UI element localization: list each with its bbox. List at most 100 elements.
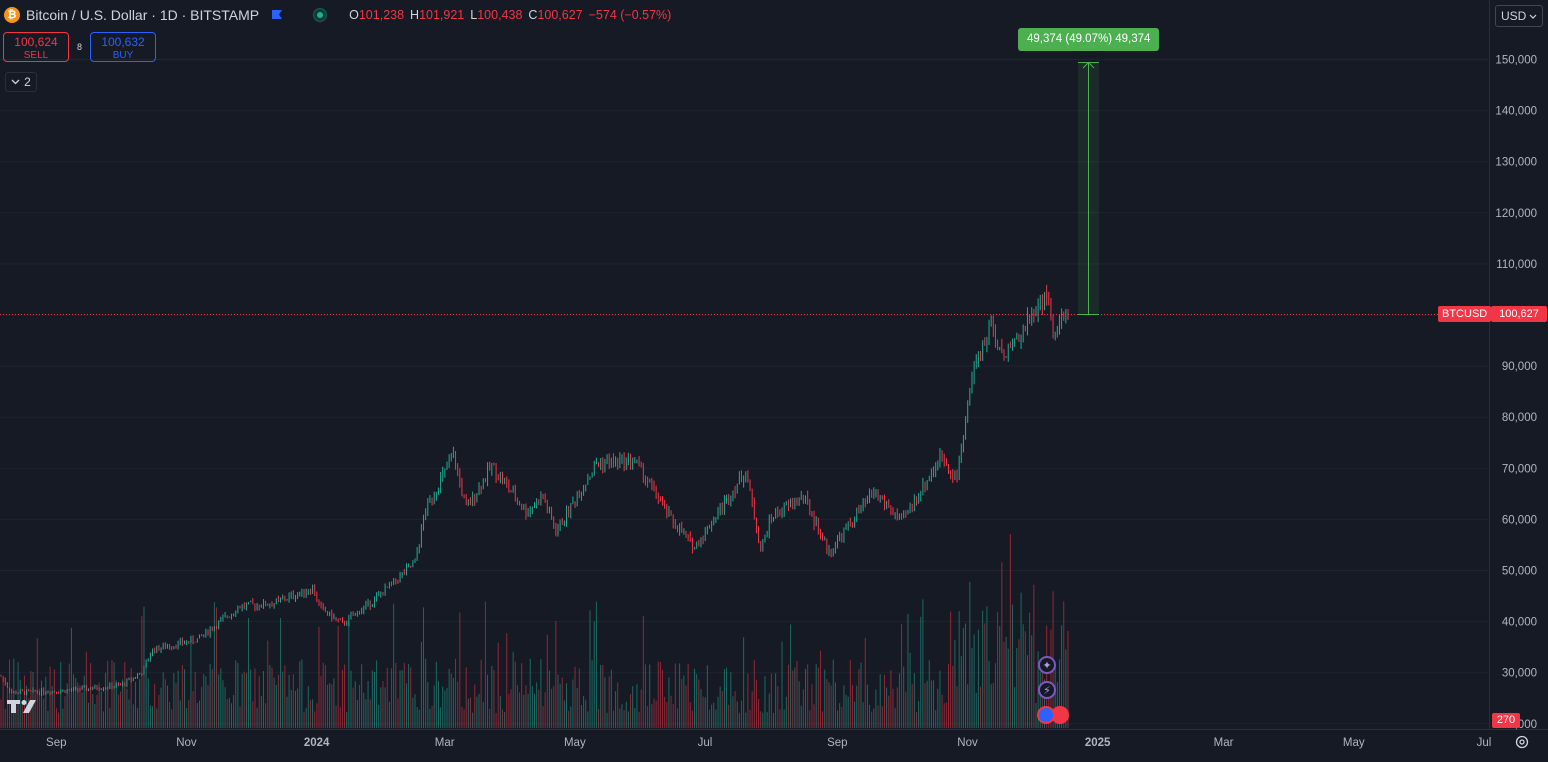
measure-label[interactable]: 49,374 (49.07%) 49,374 bbox=[1018, 28, 1160, 51]
volume-bar bbox=[858, 669, 860, 728]
volume-bar bbox=[881, 706, 883, 728]
volume-bar bbox=[632, 686, 634, 728]
volume-bar bbox=[728, 704, 730, 728]
symbol-header: ₿ Bitcoin / U.S. Dollar · 1D · BITSTAMP … bbox=[4, 5, 671, 25]
volume-bar bbox=[260, 695, 262, 728]
sell-button[interactable]: 100,624 SELL bbox=[3, 32, 69, 62]
currency-select[interactable]: USD bbox=[1495, 5, 1543, 27]
volume-bar bbox=[307, 686, 309, 728]
volume-bar bbox=[856, 685, 858, 728]
volume-bar bbox=[1014, 687, 1016, 728]
volume-bar bbox=[634, 708, 636, 728]
ohlc-close: 100,627 bbox=[537, 8, 583, 22]
volume-bar bbox=[224, 687, 226, 728]
volume-bar bbox=[984, 623, 986, 728]
price-axis[interactable]: 150,000140,000130,000120,000110,000100,0… bbox=[1495, 55, 1537, 731]
volume-bar bbox=[544, 692, 546, 728]
volume-bar bbox=[314, 711, 316, 728]
volume-bar bbox=[962, 628, 964, 728]
volume-bar bbox=[986, 606, 988, 728]
volume-bar bbox=[790, 624, 792, 728]
volume-bar bbox=[775, 673, 777, 728]
volume-bar bbox=[845, 694, 847, 728]
buy-button[interactable]: 100,632 BUY bbox=[90, 32, 157, 62]
volume-bar bbox=[243, 671, 245, 728]
time-axis[interactable]: Sep Nov 2024 Mar May Jul Sep Nov 2025 Mar May Jul bbox=[46, 737, 1491, 749]
volume-bar bbox=[299, 661, 301, 728]
volume-bar bbox=[294, 690, 296, 728]
volume-bar bbox=[122, 679, 124, 728]
volume-bar bbox=[647, 706, 649, 728]
volume-bar bbox=[30, 670, 32, 728]
volume-bar bbox=[826, 679, 828, 728]
volume-bar bbox=[956, 686, 958, 728]
volume-bar bbox=[952, 665, 954, 728]
volume-bar bbox=[160, 687, 162, 728]
indicators-toggle[interactable]: 2 bbox=[5, 72, 37, 92]
volume-bar bbox=[713, 702, 715, 728]
volume-bar bbox=[551, 688, 553, 728]
volume-bar bbox=[90, 663, 92, 728]
market-status-icon[interactable] bbox=[313, 8, 328, 22]
volume-bar bbox=[305, 707, 307, 728]
chart-title[interactable]: Bitcoin / U.S. Dollar · 1D · BITSTAMP bbox=[26, 7, 260, 23]
volume-bar bbox=[333, 678, 335, 728]
price-tick-label: 30,000 bbox=[1502, 668, 1537, 680]
flag-icon[interactable] bbox=[271, 9, 283, 21]
volume-bar bbox=[762, 712, 764, 728]
volume-bar bbox=[854, 701, 856, 728]
volume-bar bbox=[542, 706, 544, 728]
volume-bar bbox=[672, 704, 674, 728]
volume-bar bbox=[920, 616, 922, 728]
volume-bar bbox=[653, 698, 655, 728]
tradingview-logo-icon[interactable] bbox=[6, 698, 40, 719]
us-flag-icon[interactable] bbox=[1037, 706, 1055, 724]
volume-bar bbox=[651, 704, 653, 728]
settings-icon[interactable] bbox=[1514, 734, 1530, 750]
volume-bar bbox=[461, 706, 463, 728]
volume-bar bbox=[967, 684, 969, 728]
lightning-icon[interactable]: ⚡ bbox=[1038, 681, 1056, 699]
volume-bar bbox=[87, 702, 89, 728]
sparkle-icon[interactable]: ✦ bbox=[1038, 656, 1056, 674]
volume-bar bbox=[610, 669, 612, 728]
volume-bar bbox=[721, 691, 723, 728]
volume-bar bbox=[79, 685, 81, 728]
volume-bar bbox=[216, 607, 218, 728]
volume-bar bbox=[262, 671, 264, 728]
volume-bar bbox=[81, 692, 83, 728]
volume-bar bbox=[53, 669, 55, 728]
volume-bar bbox=[62, 708, 64, 728]
time-tick-label: Sep bbox=[827, 737, 847, 749]
volume-bar bbox=[414, 694, 416, 728]
volume-bar bbox=[875, 689, 877, 728]
volume-bar bbox=[777, 686, 779, 728]
volume-bar bbox=[489, 708, 491, 728]
volume-bar bbox=[171, 709, 173, 728]
bitcoin-icon: ₿ bbox=[4, 7, 20, 23]
volume-bar bbox=[768, 693, 770, 728]
volume-bar bbox=[329, 683, 331, 728]
volume-bar bbox=[580, 705, 582, 728]
volume-bar bbox=[642, 615, 644, 728]
volume-bar bbox=[209, 663, 211, 728]
volume-bar bbox=[913, 673, 915, 728]
volume-bar bbox=[869, 704, 871, 728]
volume-bar bbox=[45, 676, 47, 728]
volume-bar bbox=[1067, 631, 1069, 728]
indicators-count: 2 bbox=[24, 75, 31, 89]
volume-bar bbox=[687, 663, 689, 728]
ohlc-change: −574 (−0.57%) bbox=[588, 8, 672, 22]
time-tick-label: 2024 bbox=[304, 737, 330, 749]
volume-bar bbox=[662, 669, 664, 728]
measure-tool[interactable] bbox=[1078, 61, 1099, 315]
volume-bar bbox=[598, 709, 600, 728]
volume-bar bbox=[566, 683, 568, 728]
price-tick-label: 80,000 bbox=[1502, 412, 1537, 424]
volume-bar bbox=[619, 708, 621, 728]
volume-bar bbox=[711, 704, 713, 728]
volume-bar bbox=[1061, 625, 1063, 728]
volume-bar bbox=[589, 610, 591, 728]
spread-value: 8 bbox=[77, 42, 83, 52]
